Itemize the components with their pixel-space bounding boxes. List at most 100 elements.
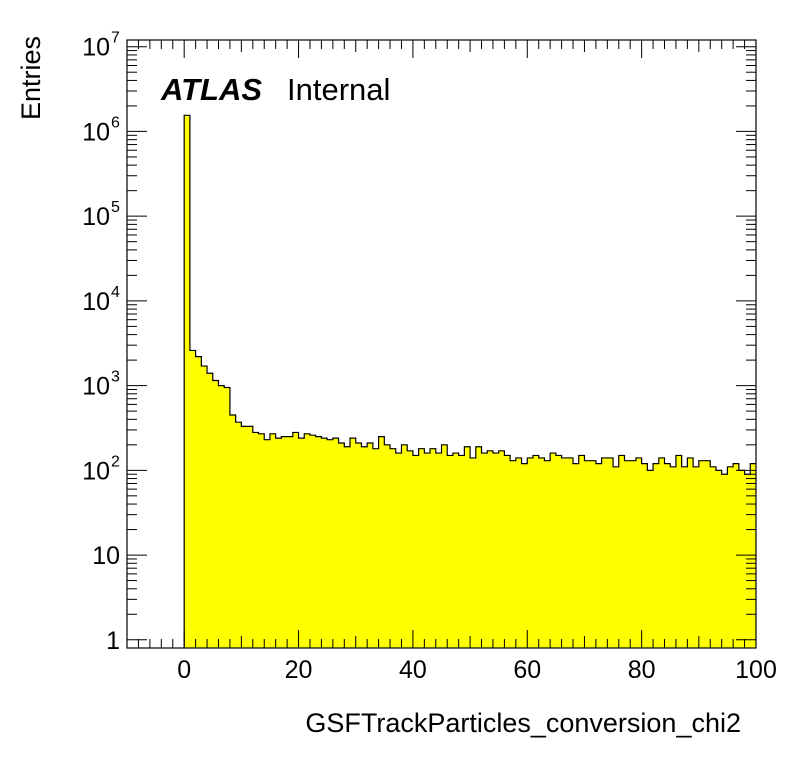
histogram-bin [538, 457, 545, 648]
histogram-bin [504, 455, 511, 648]
histogram-bin [298, 438, 305, 648]
y-tick-exponent: 5 [111, 199, 120, 216]
y-tick-label: 10 6 [82, 114, 120, 146]
histogram-bin [532, 455, 540, 648]
y-axis-title: Entries [16, 36, 46, 120]
y-tick-label: 10 2 [82, 453, 120, 485]
histogram-bin [475, 446, 482, 648]
histogram-bin [578, 455, 585, 648]
histogram-bin [327, 439, 334, 648]
histogram-bin [567, 457, 574, 648]
histogram-bin [670, 466, 677, 648]
histogram-bin [607, 457, 614, 648]
histogram-bin [681, 466, 688, 648]
histogram-bin [693, 466, 700, 648]
histogram-bin [618, 455, 625, 648]
histogram-bin [332, 438, 339, 648]
histogram-bin [653, 463, 660, 648]
histogram-bin [710, 466, 717, 648]
histogram-bin [515, 457, 522, 648]
y-axis-ticks [127, 46, 756, 641]
y-tick-base: 10 [82, 288, 110, 316]
histogram-bin [281, 436, 288, 648]
histogram-bin [218, 385, 225, 648]
x-tick-label: 100 [735, 656, 777, 684]
histogram-bin [641, 463, 648, 648]
histogram-bin [492, 453, 500, 648]
histogram-bin [241, 426, 248, 648]
histogram-bin [269, 433, 277, 648]
y-tick-base: 10 [82, 203, 110, 231]
histogram-bin [309, 435, 317, 648]
y-tick-base: 10 [82, 457, 110, 485]
histogram-bin [635, 457, 643, 648]
histogram-bin [704, 460, 711, 648]
histogram-bin [561, 457, 568, 648]
y-tick-base: 10 [82, 373, 110, 401]
histogram-bars [183, 114, 757, 649]
histogram-bin [744, 474, 751, 648]
histogram-bin [252, 432, 259, 648]
histogram-bin [247, 426, 254, 648]
histogram-bin [727, 466, 734, 648]
histogram-bin [304, 433, 311, 648]
histogram-bin [401, 444, 408, 648]
histogram-bin [275, 438, 282, 648]
histogram-bin [361, 446, 368, 648]
y-tick-label: 1 [106, 627, 120, 655]
histogram-bin [464, 446, 471, 648]
histogram-bin [264, 439, 271, 648]
y-tick-label: 10 4 [82, 284, 120, 316]
histogram-bin [350, 438, 357, 648]
histogram-bin [452, 453, 460, 648]
plot-border [126, 39, 757, 649]
x-tick-label: 40 [399, 656, 427, 684]
y-tick-label: 10 5 [82, 199, 120, 231]
histogram-bin [430, 448, 437, 648]
histogram-bin [390, 448, 397, 648]
histogram-bin [224, 387, 231, 648]
atlas-label: ATLAS [160, 72, 262, 107]
histogram-bin [687, 457, 694, 648]
histogram-bin [573, 463, 580, 648]
histogram-bin [498, 450, 505, 648]
histogram-bin [675, 455, 683, 648]
x-tick-label: 0 [177, 656, 191, 684]
histogram-bin [229, 414, 237, 648]
y-tick-base: 1 [106, 627, 120, 655]
y-tick-label: 10 [92, 542, 120, 570]
histogram-bin [418, 448, 425, 648]
histogram-bin [384, 444, 391, 648]
histogram-bin [321, 438, 328, 648]
histogram-bin [338, 443, 345, 648]
histogram-bin [698, 460, 705, 648]
y-tick-label: 10 3 [82, 369, 120, 401]
histogram-bin [738, 470, 745, 648]
histogram-bin [487, 450, 494, 648]
x-tick-labels: 0 20 40 60 80 100 [177, 656, 777, 684]
x-tick-label: 20 [285, 656, 313, 684]
histogram-bin [527, 457, 534, 648]
histogram-bin [441, 444, 448, 648]
histogram-bin [481, 453, 488, 648]
y-tick-base: 10 [92, 542, 120, 570]
internal-label: Internal [287, 72, 390, 107]
histogram-bin [435, 453, 442, 648]
plot-frame [126, 39, 757, 649]
histogram-bin [555, 455, 562, 648]
y-tick-exponent: 3 [111, 369, 120, 386]
histogram-bin [510, 460, 517, 648]
histogram-bin [733, 463, 740, 648]
histogram-bin [550, 453, 557, 648]
histogram-bin [355, 443, 362, 648]
histogram-bin [372, 448, 379, 648]
histogram-bin [195, 356, 202, 648]
histogram-bin [447, 455, 454, 648]
histogram-bin [521, 463, 528, 648]
y-tick-exponent: 2 [111, 453, 120, 470]
histogram-bin [378, 436, 385, 648]
y-tick-exponent: 6 [111, 114, 120, 131]
y-tick-base: 10 [82, 34, 110, 62]
